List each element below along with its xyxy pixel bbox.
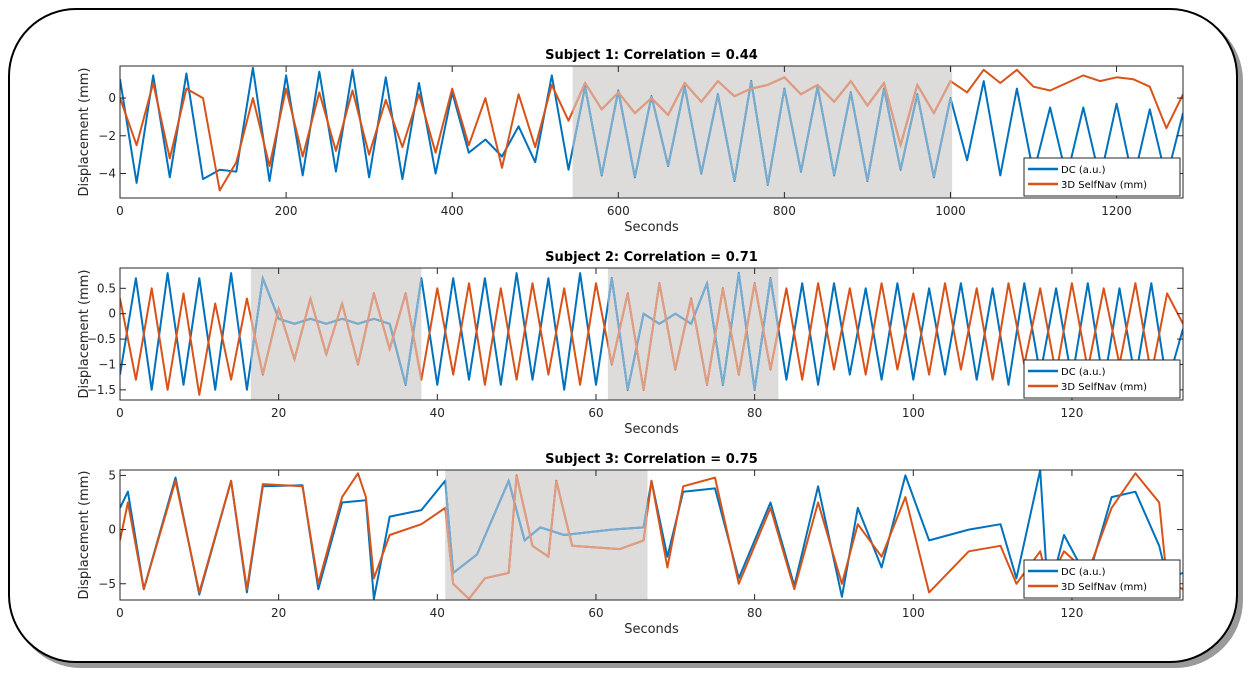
- axes-box: [119, 469, 1184, 601]
- chart-panel-2: 0 20 40 60 80 100 120 −1.5 −1 −0.5 0 0.5 Subject 2: …: [77, 250, 1184, 437]
- legend-box: [1023, 359, 1181, 399]
- x-tick-label: 0: [116, 204, 124, 218]
- x-tick-label: 20: [271, 406, 286, 420]
- axes-box: [119, 267, 1184, 401]
- x-tick-label: 1000: [935, 204, 966, 218]
- y-tick-label: −2: [98, 129, 116, 143]
- series-line-faded-1: [572, 80, 953, 185]
- legend: DC (a.u.) 3D SelfNav (mm): [1023, 359, 1181, 399]
- x-tick-label: 20: [271, 606, 286, 620]
- chart-title: Subject 3: Correlation = 0.75: [545, 452, 758, 467]
- x-tick-label: 0: [116, 406, 124, 420]
- x-tick-label: 400: [441, 204, 464, 218]
- shaded-region-1: [445, 470, 648, 600]
- series-line-faded-1: [250, 274, 422, 386]
- x-tick-label: 100: [902, 406, 925, 420]
- x-tick-label: 1200: [1101, 204, 1132, 218]
- legend-label: DC (a.u.): [1061, 367, 1106, 378]
- y-tick-label: 5: [108, 468, 116, 482]
- x-tick-label: 0: [116, 606, 124, 620]
- series-line-faded-2: [607, 283, 779, 390]
- legend: DC (a.u.) 3D SelfNav (mm): [1023, 559, 1181, 599]
- legend-label: 3D SelfNav (mm): [1061, 582, 1147, 593]
- x-tick-label: 60: [588, 606, 603, 620]
- series-group: [120, 272, 1183, 396]
- x-tick-label: 800: [773, 204, 796, 218]
- legend-label: 3D SelfNav (mm): [1061, 382, 1147, 393]
- series-line-faded-1: [607, 272, 779, 391]
- y-tick-label: −4: [98, 166, 116, 180]
- x-tick-label: 80: [747, 606, 762, 620]
- y-tick-label: −0.5: [87, 332, 116, 346]
- legend-label: 3D SelfNav (mm): [1061, 180, 1147, 191]
- x-axis-label: Seconds: [624, 622, 679, 637]
- y-tick-label: −5: [98, 577, 116, 591]
- series-line-faded-2: [250, 293, 422, 380]
- chart-panel-1: 0 200 400 600 800 1000 1200 −4 −2 0 Subject 1: Cor…: [77, 48, 1184, 235]
- legend-box: [1023, 559, 1181, 599]
- x-tick-label: 120: [1060, 406, 1083, 420]
- axes-box: [119, 65, 1184, 199]
- x-tick-label: 120: [1060, 606, 1083, 620]
- x-tick-label: 100: [902, 606, 925, 620]
- y-tick-label: 0: [108, 307, 116, 321]
- x-tick-label: 40: [430, 406, 445, 420]
- x-tick-label: 200: [275, 204, 298, 218]
- chart-title: Subject 1: Correlation = 0.44: [545, 48, 758, 63]
- y-tick-label: 0.5: [97, 281, 116, 295]
- chart-title: Subject 2: Correlation = 0.71: [545, 250, 758, 265]
- x-tick-label: 40: [430, 606, 445, 620]
- shaded-region-1: [250, 268, 422, 400]
- legend: DC (a.u.) 3D SelfNav (mm): [1023, 157, 1181, 197]
- legend-box: [1023, 157, 1181, 197]
- y-axis-label: Displacement (mm): [77, 471, 92, 600]
- x-axis-label: Seconds: [624, 220, 679, 235]
- legend-label: DC (a.u.): [1061, 567, 1106, 578]
- x-tick-label: 80: [747, 406, 762, 420]
- y-axis-label: Displacement (mm): [77, 68, 92, 197]
- x-tick-label: 600: [607, 204, 630, 218]
- x-axis-label: Seconds: [624, 422, 679, 437]
- plot-area: [120, 470, 1183, 600]
- shaded-region-2: [607, 268, 779, 400]
- y-axis-label: Displacement (mm): [77, 270, 92, 399]
- y-tick-label: −1.5: [87, 383, 116, 397]
- legend-label: DC (a.u.): [1061, 165, 1106, 176]
- series-group: [120, 66, 1183, 192]
- series-line-faded-2: [445, 475, 648, 600]
- chart-panel-3: 0 20 40 60 80 100 120 −5 0 5 Subject 3: Correlatio…: [77, 452, 1184, 637]
- x-tick-label: 60: [588, 406, 603, 420]
- y-tick-label: 0: [108, 523, 116, 537]
- y-tick-label: −1: [98, 357, 116, 371]
- y-tick-label: 0: [108, 91, 116, 105]
- series-line-faded-2: [572, 76, 953, 150]
